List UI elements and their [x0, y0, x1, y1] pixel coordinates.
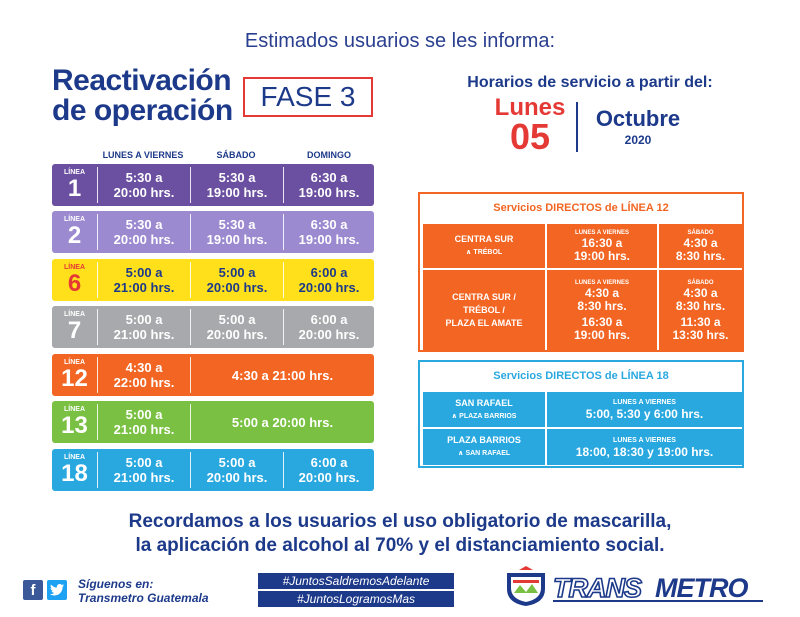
saturday-time: 5:30 a 19:00 hrs. — [206, 217, 268, 247]
line-badge: LÍNEA 12 — [52, 354, 97, 396]
saturday-time: SÁBADO 4:30 a 8:30 hrs. — [659, 224, 742, 268]
follow-line-1: Síguenos en: — [78, 577, 154, 591]
saturday-time: 5:00 a 20:00 hrs. — [206, 312, 268, 342]
line-label: LÍNEA — [64, 264, 85, 271]
column-header-weekday: LUNES A VIERNES — [102, 150, 184, 160]
schedule-row-line-18: LÍNEA 18 5:00 a 21:00 hrs. 5:00 a 20:00 hrs… — [52, 449, 374, 491]
date-divider — [576, 102, 578, 152]
schedule-row-line-12: LÍNEA 12 4:30 a 22:00 hrs. 4:30 a 21:00 hr… — [52, 354, 374, 396]
weekday-time: LUNES A VIERNES 5:00, 5:30 y 6:00 hrs. — [547, 392, 742, 427]
sunday-time: 6:00 a 20:00 hrs. — [298, 265, 360, 295]
hashtag-2: #JuntosLogramosMas — [258, 591, 454, 607]
line-number: 7 — [67, 317, 82, 344]
sunday-time: 6:00 a 20:00 hrs. — [298, 455, 360, 485]
weekday-time: 5:00 a 21:00 hrs. — [113, 455, 175, 485]
line-badge: LÍNEA 1 — [52, 164, 97, 206]
transmetro-emblem — [507, 566, 545, 606]
health-reminder: Recordamos a los usuarios el uso obligat… — [0, 510, 800, 558]
reactivation-title: Reactivación de operación — [52, 66, 233, 126]
start-day-name: Lunes — [494, 94, 566, 121]
schedule-row-line-2: LÍNEA 2 5:30 a 20:00 hrs. 5:30 a 19:00 hrs.… — [52, 211, 374, 253]
line-number: 18 — [61, 460, 88, 487]
direct-18-title: Servicios DIRECTOS de LÍNEA 18 — [493, 370, 669, 382]
schedule-row-line-6: LÍNEA 6 5:00 a 21:00 hrs. 5:00 a 20:00 hrs.… — [52, 259, 374, 301]
line-label: LÍNEA — [64, 216, 85, 223]
transmetro-logo: TRANS METRO — [505, 565, 775, 607]
column-header-saturday: SÁBADO — [216, 150, 256, 160]
line-badge: LÍNEA 13 — [52, 401, 97, 443]
line-number: 13 — [61, 412, 88, 439]
weekday-time: 4:30 a 22:00 hrs. — [113, 360, 175, 390]
weekday-time: LUNES A VIERNES 16:30 a 19:00 hrs. — [547, 224, 657, 268]
start-month: Octubre — [595, 106, 681, 131]
line-number: 2 — [67, 222, 82, 249]
svg-text:METRO: METRO — [655, 573, 748, 603]
schedule-row-line-13: LÍNEA 13 5:00 a 21:00 hrs. 5:00 a 20:00 hr… — [52, 401, 374, 443]
line-badge: LÍNEA 2 — [52, 211, 97, 253]
follow-line-2: Transmetro Guatemala — [78, 591, 209, 605]
weekday-time: 5:30 a 20:00 hrs. — [113, 217, 175, 247]
weekday-time: 5:00 a 21:00 hrs. — [113, 312, 175, 342]
weekday-time: 5:30 a 20:00 hrs. — [113, 170, 175, 200]
twitter-icon[interactable] — [47, 580, 67, 600]
direct-services-line-12: Servicios DIRECTOS de LÍNEA 12 CENTRA SU… — [418, 192, 744, 352]
line-number: 6 — [67, 270, 82, 297]
sunday-time: 6:00 a 20:00 hrs. — [298, 312, 360, 342]
line-badge: LÍNEA 18 — [52, 449, 97, 491]
reminder-line-2: la aplicación de alcohol al 70% y el dis… — [135, 535, 665, 556]
facebook-icon[interactable]: f — [23, 580, 43, 600]
direct-12-title: Servicios DIRECTOS de LÍNEA 12 — [493, 202, 669, 214]
hashtag-1: #JuntosSaldremosAdelante — [258, 573, 454, 589]
route-name: PLAZA BARRIOS ∧ SAN RAFAEL — [423, 429, 545, 465]
follow-text: Síguenos en: Transmetro Guatemala — [78, 577, 209, 605]
line-badge: LÍNEA 7 — [52, 306, 97, 348]
route-name: SAN RAFAEL ∧ PLAZA BARRIOS — [423, 392, 545, 427]
schedule-row-line-7: LÍNEA 7 5:00 a 21:00 hrs. 5:00 a 20:00 hrs.… — [52, 306, 374, 348]
line-badge: LÍNEA 6 — [52, 259, 97, 301]
line-label: LÍNEA — [64, 169, 85, 176]
direct-services-line-18: Servicios DIRECTOS de LÍNEA 18 SAN RAFAE… — [418, 360, 744, 468]
weekday-time: LUNES A VIERNES 4:30 a 8:30 hrs. 16:30 a… — [547, 270, 657, 350]
reactivation-title-line2: de operación — [52, 94, 233, 127]
weekend-time: 4:30 a 21:00 hrs. — [231, 367, 334, 383]
line-label: LÍNEA — [64, 359, 85, 366]
saturday-time: 5:00 a 20:00 hrs. — [206, 265, 268, 295]
saturday-time: SÁBADO 4:30 a 8:30 hrs. 11:30 a 13:30 hr… — [659, 270, 742, 350]
line-label: LÍNEA — [64, 406, 85, 413]
route-name: CENTRA SUR ∧ TRÉBOL — [423, 224, 545, 268]
reactivation-title-line1: Reactivación — [52, 64, 232, 97]
header-notice: Estimados usuarios se les informa: — [244, 30, 556, 52]
start-year: 2020 — [624, 133, 652, 147]
line-label: LÍNEA — [64, 454, 85, 461]
saturday-time: 5:30 a 19:00 hrs. — [206, 170, 268, 200]
line-label: LÍNEA — [64, 311, 85, 318]
column-header-sunday: DOMINGO — [307, 150, 351, 160]
schedule-row-line-1: LÍNEA 1 5:30 a 20:00 hrs. 5:30 a 19:00 hrs.… — [52, 164, 374, 206]
start-day-number: 05 — [509, 116, 551, 157]
service-start-heading: Horarios de servicio a partir del: — [467, 74, 713, 91]
weekday-time: 5:00 a 21:00 hrs. — [113, 407, 175, 437]
weekend-time: 5:00 a 20:00 hrs. — [231, 414, 334, 430]
weekday-time: LUNES A VIERNES 18:00, 18:30 y 19:00 hrs… — [547, 429, 742, 465]
weekday-time: 5:00 a 21:00 hrs. — [113, 265, 175, 295]
svg-text:TRANS: TRANS — [553, 573, 642, 603]
sunday-time: 6:30 a 19:00 hrs. — [298, 217, 360, 247]
line-number: 12 — [61, 365, 88, 392]
line-number: 1 — [67, 175, 82, 202]
route-name: CENTRA SUR / TRÉBOL / PLAZA EL AMATE — [423, 270, 545, 350]
saturday-time: 5:00 a 20:00 hrs. — [206, 455, 268, 485]
reminder-line-1: Recordamos a los usuarios el uso obligat… — [128, 511, 672, 532]
phase-badge: FASE 3 — [243, 77, 373, 117]
sunday-time: 6:30 a 19:00 hrs. — [298, 170, 360, 200]
